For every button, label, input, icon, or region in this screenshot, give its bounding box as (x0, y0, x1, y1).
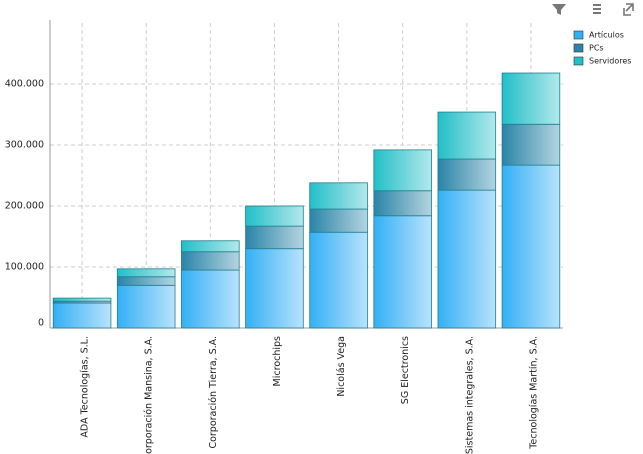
expand-icon[interactable] (623, 3, 634, 16)
legend-swatch (573, 43, 584, 53)
toolbar (552, 3, 634, 16)
bar-segment (245, 248, 304, 329)
bar-segment (437, 158, 497, 191)
x-tick-label: Corporación Mansina, S.A. (144, 336, 155, 454)
bar-segment (245, 205, 304, 227)
x-tick-label: Corporación Tierra, S.A. (208, 336, 219, 449)
x-tick-label: Nicolás Vega (336, 336, 347, 397)
legend-swatch (573, 30, 584, 40)
filter-icon[interactable] (552, 4, 566, 15)
bar-segment (501, 123, 561, 166)
legend-swatch (573, 56, 584, 66)
bar-segment (309, 182, 368, 210)
y-tick-label: 300.000 (5, 140, 44, 151)
bar-segment (309, 231, 368, 329)
y-tick-label: 100.000 (5, 262, 44, 273)
bar-segment (245, 225, 304, 250)
y-tick-label: 200.000 (5, 201, 44, 212)
y-tick-label: 0 (38, 318, 44, 329)
x-tick-label: SG Electronics (400, 336, 411, 404)
legend-label: Servidores (589, 57, 631, 66)
bar-segment (116, 276, 176, 286)
x-tick-label: ADA Tecnologías, S.L. (80, 336, 91, 438)
x-tick-label: Microchips (272, 336, 283, 386)
bar-segment (52, 302, 112, 329)
menu-icon[interactable] (593, 4, 601, 14)
bar-segment (181, 251, 240, 271)
bar-segment (373, 190, 432, 217)
legend-label: PCs (589, 44, 604, 53)
bar-segment (373, 149, 432, 192)
x-tick-label: Sistemas integrales, S.A. (464, 336, 475, 454)
bar-segment (181, 269, 240, 329)
bar-segment (309, 208, 368, 233)
bar-segment (437, 189, 497, 329)
bar-segment (181, 240, 240, 253)
x-tick-label: Tecnologías Martín, S.A. (528, 336, 539, 450)
y-tick-label: 400.000 (5, 79, 44, 90)
bar-segment (501, 164, 561, 329)
bar-segment (373, 215, 432, 329)
bar-segment (437, 111, 497, 160)
legend-label: Artículos (589, 31, 624, 40)
bar-segment (501, 72, 561, 125)
bar-segment (52, 297, 112, 302)
bar-segment (116, 284, 176, 329)
bar-segment (116, 268, 176, 278)
